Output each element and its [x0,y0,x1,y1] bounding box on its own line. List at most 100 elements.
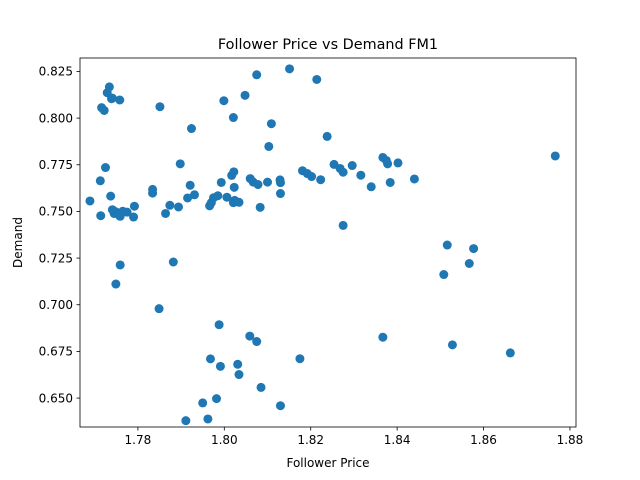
plot-frame [79,57,577,428]
data-point [256,382,266,392]
data-point [100,163,110,173]
data-point [104,82,114,92]
data-point [85,196,95,206]
data-point [215,361,225,371]
y-tick-label: 0.750 [39,205,73,219]
data-point [307,172,317,182]
y-tick-label: 0.725 [39,251,73,265]
data-point [312,74,322,84]
data-point [245,331,255,341]
data-point [115,95,125,105]
data-point [165,200,175,210]
data-point [347,161,357,171]
y-tick-label: 0.700 [39,298,73,312]
data-point [95,176,105,186]
data-point [174,202,184,212]
data-point [338,167,348,177]
data-point [439,270,449,280]
data-point [234,197,244,207]
data-point [264,141,274,151]
data-point [229,167,239,177]
data-point [129,201,139,211]
data-point [214,320,224,330]
data-point [148,184,158,194]
y-tick-label: 0.675 [39,345,73,359]
data-point [240,90,250,100]
data-point [295,354,305,364]
x-tick-label: 1.84 [384,433,411,447]
data-point [464,259,474,268]
data-point [228,113,238,123]
x-tick-label: 1.82 [297,433,324,447]
data-point [212,394,222,404]
y-tick-label: 0.775 [39,158,73,172]
y-axis-ticks: 0.650 0.675 0.700 0.725 0.750 0.775 0.800 0.825 [39,65,80,405]
data-point [378,332,388,342]
data-point [322,131,332,141]
data-point [442,240,452,250]
data-point [266,119,276,129]
data-point [129,212,139,222]
chart-title: Follower Price vs Demand FM1 [218,37,438,53]
data-point [107,205,117,215]
data-point [409,174,419,184]
data-point [96,211,106,221]
data-point [275,175,285,185]
data-point [111,279,121,289]
data-point [198,398,208,408]
data-point [447,340,457,350]
data-point [285,64,295,74]
data-point [185,180,195,190]
data-point [183,193,193,203]
data-point [366,182,376,192]
data-point [385,177,395,187]
data-point [234,370,244,380]
data-point [393,158,403,168]
data-point [253,180,263,190]
x-tick-label: 1.88 [557,433,584,447]
data-point [205,354,215,364]
y-tick-label: 0.650 [39,391,73,405]
data-point [505,348,515,358]
data-point [338,220,348,230]
data-point [216,177,226,187]
data-point [222,192,232,202]
y-axis-label: Demand [11,217,25,268]
data-point [175,159,185,169]
data-point [263,177,273,187]
data-point [252,70,262,80]
data-point [550,151,560,161]
data-point [252,337,262,347]
data-point [275,401,285,411]
data-point [219,96,229,106]
data-point [203,414,213,424]
y-tick-label: 0.800 [39,111,73,125]
data-point [181,416,191,426]
data-point [383,159,393,169]
data-points [85,64,560,426]
x-axis-ticks: 1.78 1.80 1.82 1.84 1.86 1.88 [125,427,584,447]
data-point [229,182,239,192]
data-point [106,191,116,201]
data-point [115,260,125,270]
data-point [99,105,109,115]
data-point [168,257,178,267]
data-point [316,175,326,185]
data-point [155,102,165,112]
data-point [206,198,216,208]
x-tick-label: 1.80 [211,433,238,447]
data-point [186,124,196,134]
data-point [233,359,243,369]
data-point [255,202,265,212]
x-tick-label: 1.78 [125,433,152,447]
data-point [356,170,366,180]
data-point [154,304,164,314]
data-point [161,208,171,218]
plot-area [80,58,576,427]
data-point [107,93,117,103]
x-axis-label: Follower Price [286,456,369,470]
y-tick-label: 0.825 [39,65,73,79]
data-point [275,189,285,199]
x-tick-label: 1.86 [470,433,497,447]
